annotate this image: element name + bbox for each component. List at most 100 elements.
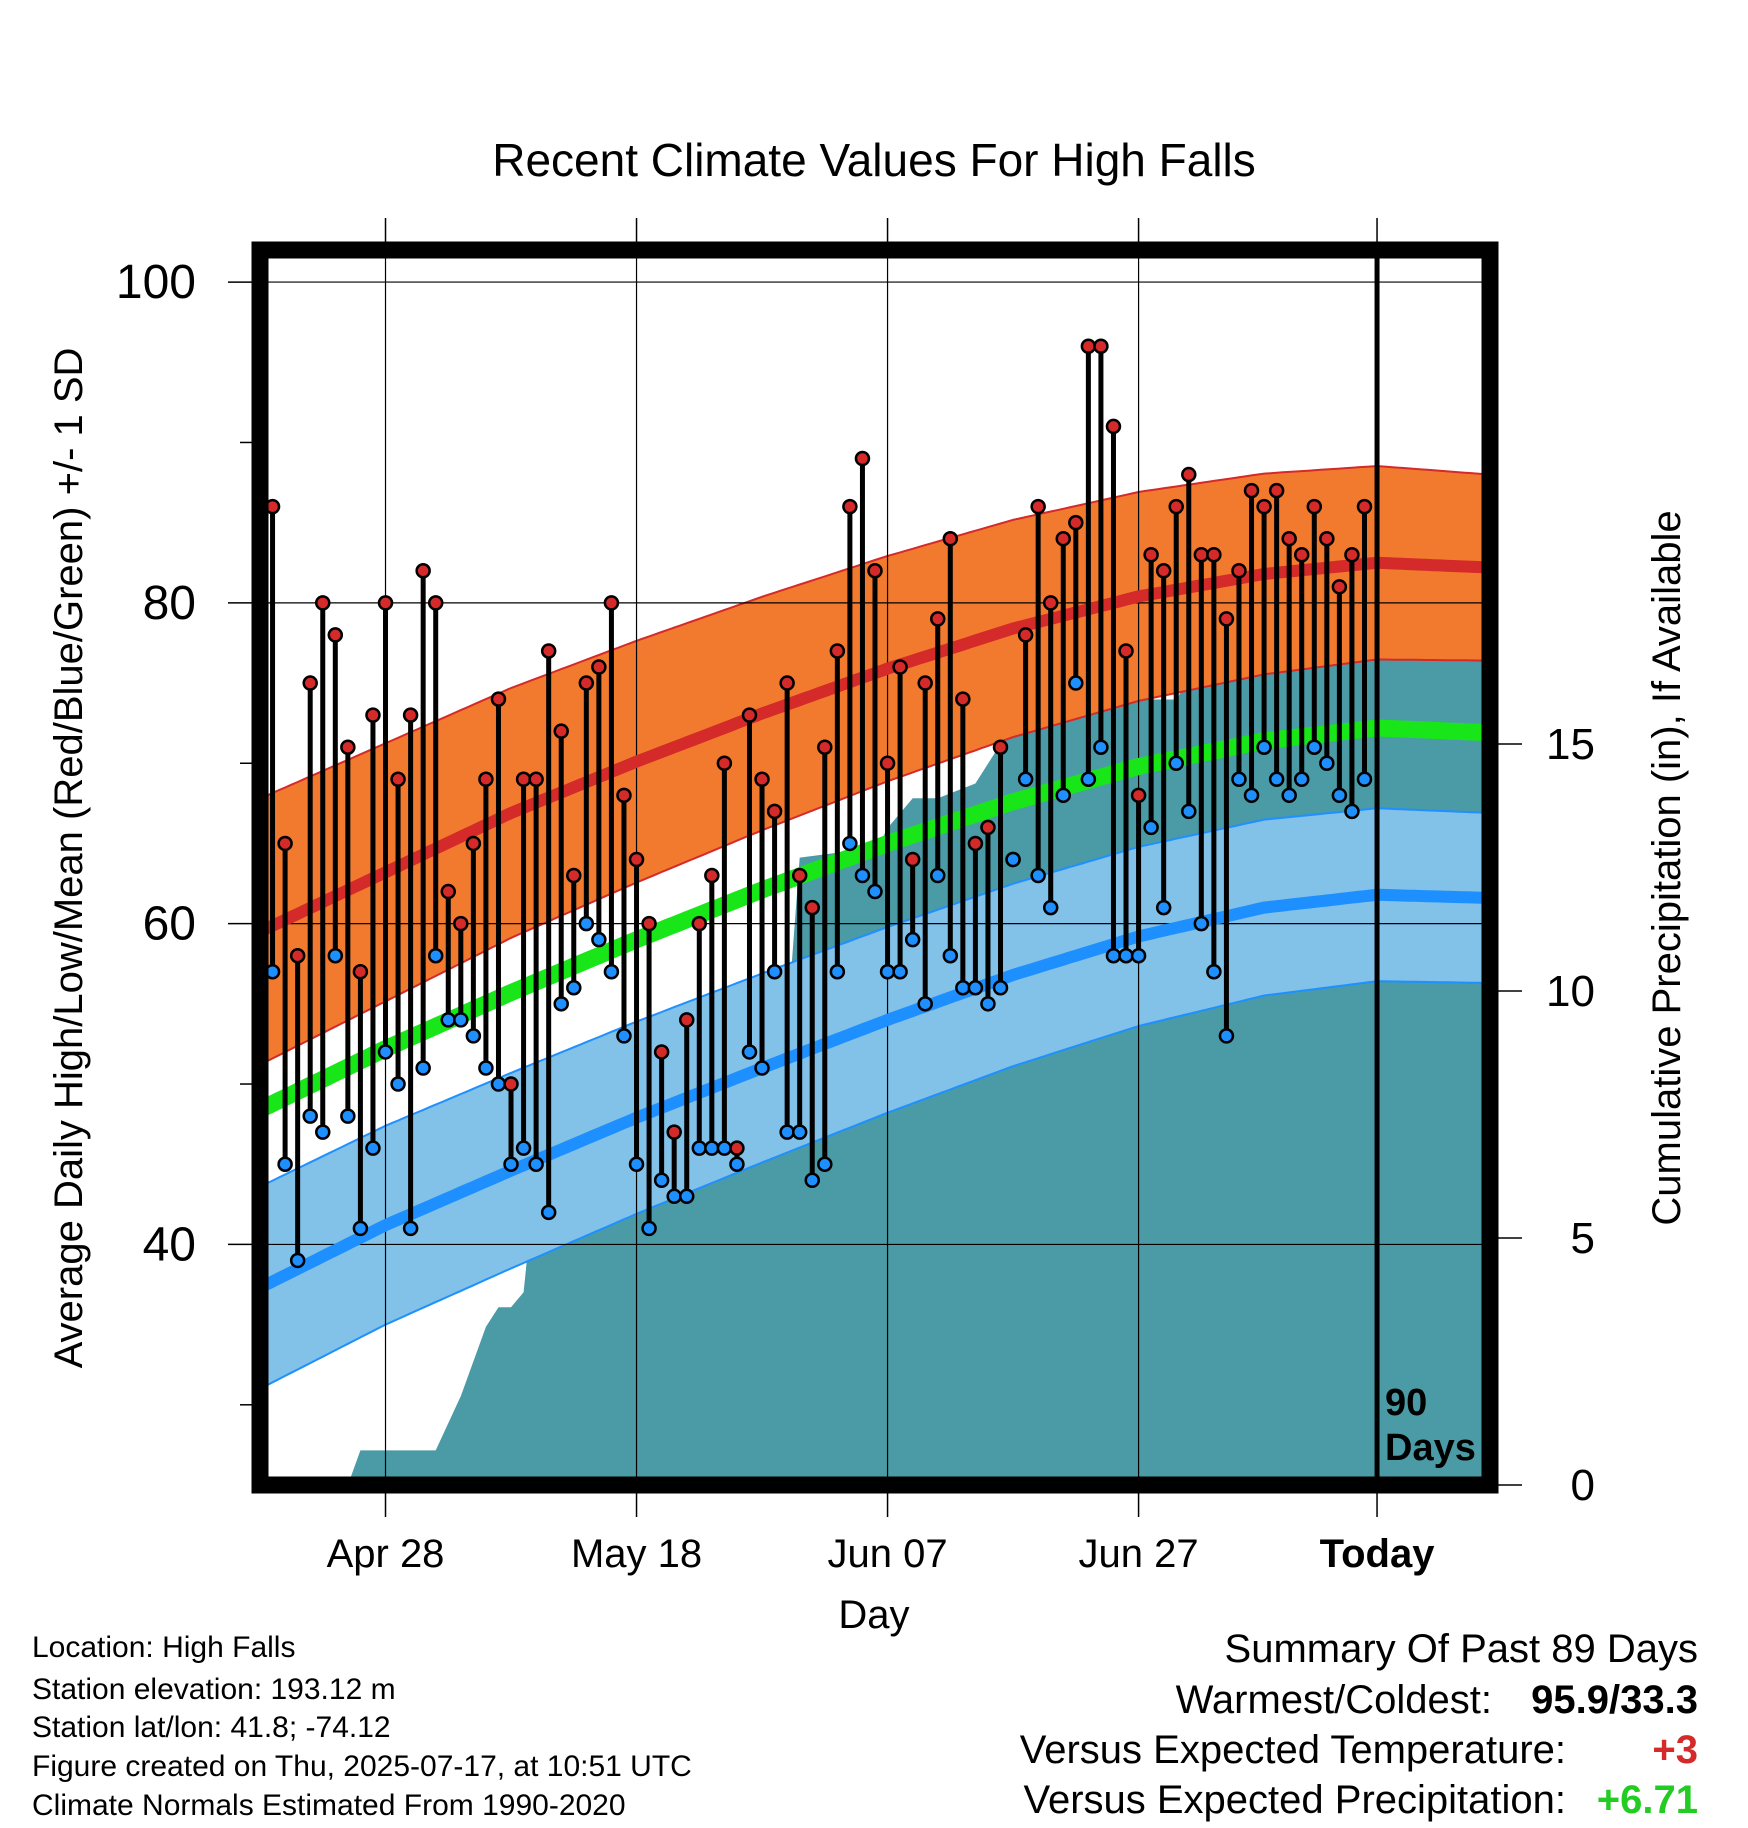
daily-low-point: [591, 931, 607, 948]
daily-low-point: [653, 1172, 670, 1189]
daily-low-point: [465, 1028, 482, 1044]
temp-anomaly-value: +3: [1652, 1728, 1698, 1772]
daily-high-point: [566, 867, 582, 884]
daily-low-point: [540, 1204, 557, 1221]
daily-high-point: [691, 915, 708, 932]
daily-range-bars: [260, 338, 1373, 1365]
daily-high-point: [1344, 546, 1360, 563]
daily-low-point: [791, 1124, 808, 1140]
daily-low-point: [980, 996, 996, 1012]
daily-low-point: [1093, 739, 1109, 755]
daily-high-point: [791, 867, 808, 884]
x-tick-label: Apr 28: [327, 1532, 445, 1576]
daily-high-point: [628, 851, 645, 868]
daily-high-point: [453, 915, 469, 932]
daily-high-point: [842, 498, 858, 515]
daily-high-point: [980, 819, 996, 836]
plot-area: [260, 250, 1490, 1485]
daily-low-point: [402, 1220, 419, 1237]
x-axis-ticks: Apr 28 May 18 Jun 07 Jun 27 Today: [327, 218, 1436, 1576]
precip-anomaly-label: Versus Expected Precipitation:: [1023, 1778, 1566, 1822]
daily-high-point: [1155, 563, 1172, 579]
daily-high-point: [1206, 546, 1222, 563]
y-tick-label: 80: [143, 577, 196, 630]
daily-high-point: [440, 883, 457, 900]
daily-low-point: [1181, 803, 1197, 820]
x-tick-label: Today: [1320, 1532, 1436, 1576]
daily-high-point: [478, 771, 494, 788]
y-axis-label: Average Daily High/Low/Mean (Red/Blue/Gr…: [47, 348, 91, 1369]
daily-low-point: [754, 1060, 770, 1076]
daily-low-point: [666, 1188, 682, 1205]
daily-low-point: [1231, 771, 1247, 788]
warm-cold-value: 95.9/33.3: [1531, 1678, 1698, 1722]
daily-high-point: [829, 643, 846, 659]
x-tick-label: Jun 07: [827, 1532, 947, 1576]
daily-low-point: [1268, 771, 1285, 788]
daily-high-point: [804, 899, 820, 916]
daily-high-point: [365, 707, 381, 723]
daily-high-point: [817, 739, 833, 755]
daily-high-point: [340, 739, 356, 755]
y-tick-label: 60: [143, 898, 196, 951]
daily-high-point: [1168, 498, 1184, 515]
daily-low-point: [942, 947, 959, 964]
daily-high-point: [917, 675, 933, 691]
daily-low-point: [716, 1140, 733, 1156]
daily-low-point: [1143, 819, 1159, 836]
daily-low-point: [1331, 787, 1348, 804]
y2-tick-label: 0: [1571, 1461, 1595, 1510]
daily-high-point: [503, 1076, 519, 1092]
daily-high-point: [1093, 338, 1109, 354]
daily-high-point: [427, 595, 444, 611]
daily-low-point: [879, 964, 896, 980]
daily-low-point: [277, 1156, 293, 1172]
daily-low-point: [1168, 755, 1184, 771]
daily-low-point: [315, 1124, 331, 1140]
daily-low-point: [1005, 851, 1021, 868]
daily-high-point: [678, 1012, 695, 1028]
y2-tick-label: 10: [1546, 967, 1595, 1016]
daily-high-point: [766, 803, 783, 820]
daily-low-point: [842, 835, 858, 852]
daily-high-point: [867, 563, 883, 579]
daily-low-point: [578, 915, 595, 932]
daily-low-point: [327, 947, 344, 964]
daily-low-point: [992, 980, 1009, 996]
daily-low-point: [1344, 803, 1360, 820]
daily-low-point: [1256, 739, 1272, 755]
daily-low-point: [289, 1252, 306, 1269]
footer-location: Location: High Falls: [32, 1631, 295, 1664]
footer-elevation: Station elevation: 193.12 m: [32, 1673, 396, 1706]
daily-high-point: [879, 755, 896, 771]
daily-low-point: [1356, 771, 1373, 788]
x-tick-label: May 18: [571, 1532, 702, 1576]
x-axis-label: Day: [838, 1593, 909, 1637]
daily-low-point: [1155, 899, 1172, 916]
daily-low-point: [817, 1156, 833, 1172]
daily-high-point: [1030, 498, 1046, 515]
daily-low-point: [804, 1172, 820, 1189]
daily-low-point: [1243, 787, 1260, 804]
daily-low-point: [1118, 947, 1134, 964]
daily-low-point: [1130, 947, 1147, 964]
daily-high-point: [967, 835, 984, 852]
daily-high-point: [528, 771, 544, 788]
summary-heading: Summary Of Past 89 Days: [1225, 1627, 1698, 1671]
daily-low-point: [704, 1140, 720, 1156]
daily-high-point: [402, 707, 419, 723]
daily-high-point: [854, 450, 871, 467]
daily-low-point: [641, 1220, 657, 1237]
daily-high-point: [1306, 498, 1323, 515]
daily-low-point: [1105, 947, 1122, 964]
daily-high-point: [315, 595, 331, 611]
daily-high-point: [1068, 514, 1084, 531]
daily-high-point: [666, 1124, 682, 1140]
daily-high-point: [1105, 418, 1122, 435]
daily-low-point: [1281, 787, 1297, 804]
daily-low-point: [766, 964, 783, 980]
chart-title: Recent Climate Values For High Falls: [492, 134, 1256, 186]
daily-high-point: [1017, 627, 1034, 643]
normal-low-line: [260, 888, 1490, 1294]
daily-high-point: [930, 611, 946, 627]
